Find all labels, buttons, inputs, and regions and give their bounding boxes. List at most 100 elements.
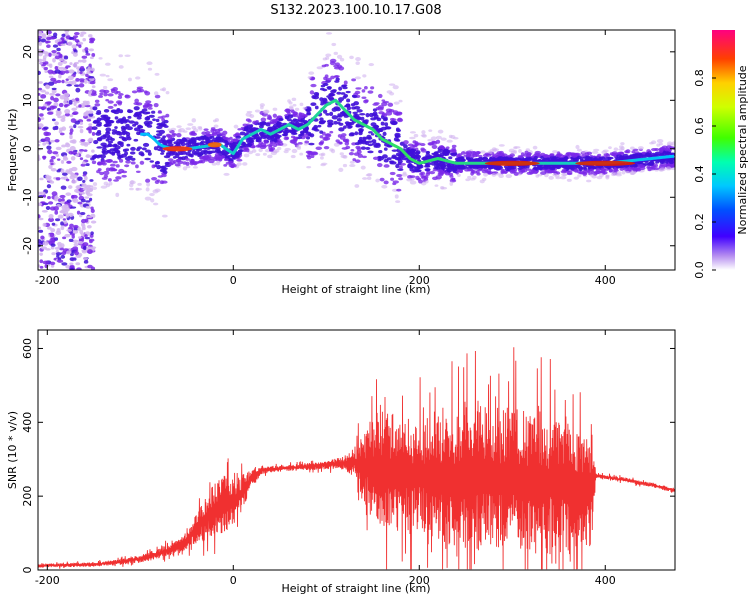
spectrogram-cell <box>278 117 284 122</box>
spectrogram-x-tick-label: 400 <box>595 274 616 287</box>
spectrogram-cell <box>126 126 133 131</box>
spectrogram-cell <box>330 148 336 154</box>
spectrogram-cell <box>368 131 373 134</box>
spectrogram-cell <box>355 87 362 90</box>
spectrogram-cell <box>110 138 115 142</box>
spectrogram-cell <box>354 131 359 136</box>
spectrogram-cell <box>438 169 444 173</box>
spectrogram-cell <box>92 106 98 111</box>
spectrogram-cell <box>38 58 43 63</box>
spectrogram-cell <box>247 150 254 155</box>
spectrogram-cell <box>633 153 641 156</box>
spectrogram-cell <box>671 141 675 146</box>
spectrogram-cell <box>627 166 633 170</box>
spectrogram-cell <box>62 155 68 160</box>
spectrogram-cell <box>39 62 43 65</box>
spectrogram-cell <box>426 150 430 155</box>
spectrogram-cell <box>120 120 124 125</box>
spectrogram-cell <box>119 158 124 163</box>
spectrogram-cell <box>71 107 78 111</box>
spectrogram-cell <box>145 100 152 104</box>
spectrogram-cell <box>70 151 78 155</box>
spectrogram-cell <box>147 120 153 125</box>
spectrogram-cell <box>383 164 390 168</box>
spectrogram-cell <box>207 150 213 155</box>
spectrogram-y-tick-label: -10 <box>21 188 34 206</box>
spectrogram-cell <box>266 117 272 120</box>
spectrogram-cell <box>384 122 389 127</box>
spectrogram-cell <box>148 114 155 118</box>
spectrogram-cell <box>203 136 209 140</box>
spectrogram-cell <box>79 128 84 134</box>
spectrogram-cell <box>483 168 488 172</box>
spectrogram-cell <box>39 191 46 195</box>
spectrogram-cell <box>339 152 344 156</box>
spectrogram-cell <box>47 149 53 155</box>
spectrogram-cell <box>565 165 571 170</box>
spectrogram-cell <box>421 130 426 135</box>
spectrogram-cell <box>166 134 173 138</box>
spectrogram-cell <box>665 158 672 162</box>
spectrogram-cell <box>654 151 662 156</box>
spectrogram-cell <box>142 104 149 109</box>
spectrogram-cell <box>46 44 51 49</box>
spectrogram-cell <box>346 98 351 103</box>
spectrogram-cell <box>381 184 388 189</box>
spectrogram-cell <box>452 136 459 140</box>
spectrogram-cell <box>154 136 161 139</box>
spectrogram-cell <box>54 121 59 126</box>
spectrogram-cell <box>55 153 59 157</box>
spectrogram-cell <box>38 35 43 39</box>
spectrogram-cell <box>322 97 328 102</box>
spectrogram-cell <box>64 233 71 238</box>
spectrogram-cell <box>435 166 441 170</box>
spectrogram-cell <box>309 133 315 138</box>
spectrogram-cell <box>519 158 526 162</box>
spectrogram-y-tick-label: -20 <box>21 237 34 255</box>
spectrogram-cell <box>528 157 533 161</box>
spectrogram-cell <box>346 106 352 111</box>
spectrogram-cell <box>574 168 579 173</box>
spectrogram-cell <box>493 148 500 152</box>
spectrogram-cell <box>629 164 635 168</box>
spectrogram-cell <box>416 157 421 160</box>
spectrogram-cell <box>320 140 325 145</box>
spectrogram-cell <box>65 192 72 196</box>
spectrogram-cell <box>228 144 234 148</box>
spectrogram-cell <box>334 67 341 70</box>
spectrogram-cell <box>80 198 86 203</box>
spectrogram-cell <box>38 51 43 57</box>
spectrogram-cell <box>570 152 576 156</box>
spectrogram-cell <box>161 214 168 218</box>
spectrogram-cell <box>530 155 535 159</box>
spectrogram-cell <box>231 155 238 159</box>
spectrogram-cell <box>601 156 606 161</box>
spectrogram-cell <box>185 165 191 169</box>
spectrogram-cell <box>336 54 343 59</box>
spectrogram-cell <box>290 154 296 159</box>
spectrogram-cell <box>72 239 79 244</box>
spectrogram-cell <box>577 174 582 178</box>
spectrogram-cell <box>136 86 144 90</box>
spectrogram-cell <box>625 149 631 154</box>
spectrogram-cell <box>145 187 150 192</box>
spectrogram-cell <box>389 91 395 96</box>
spectrogram-cell <box>315 93 319 97</box>
spectrogram-cell <box>381 112 386 116</box>
spectrogram-cell <box>503 171 508 174</box>
spectrogram-cell <box>364 99 369 103</box>
spectrogram-cell <box>409 167 414 172</box>
spectrogram-cell <box>72 230 79 234</box>
spectrogram-cell <box>144 157 151 161</box>
spectrogram-cell <box>445 146 450 150</box>
spectrogram-cell <box>637 164 645 169</box>
spectrogram-cell <box>40 94 47 99</box>
spectrogram-cell <box>137 182 142 186</box>
spectrogram-cell <box>306 111 311 115</box>
spectrogram-cell <box>317 124 322 128</box>
spectrogram-cell <box>77 176 83 182</box>
spectrogram-cell <box>659 147 664 151</box>
spectrogram-cell <box>69 139 76 144</box>
spectrogram-cell <box>222 130 228 135</box>
spectrogram-cell <box>431 152 438 156</box>
